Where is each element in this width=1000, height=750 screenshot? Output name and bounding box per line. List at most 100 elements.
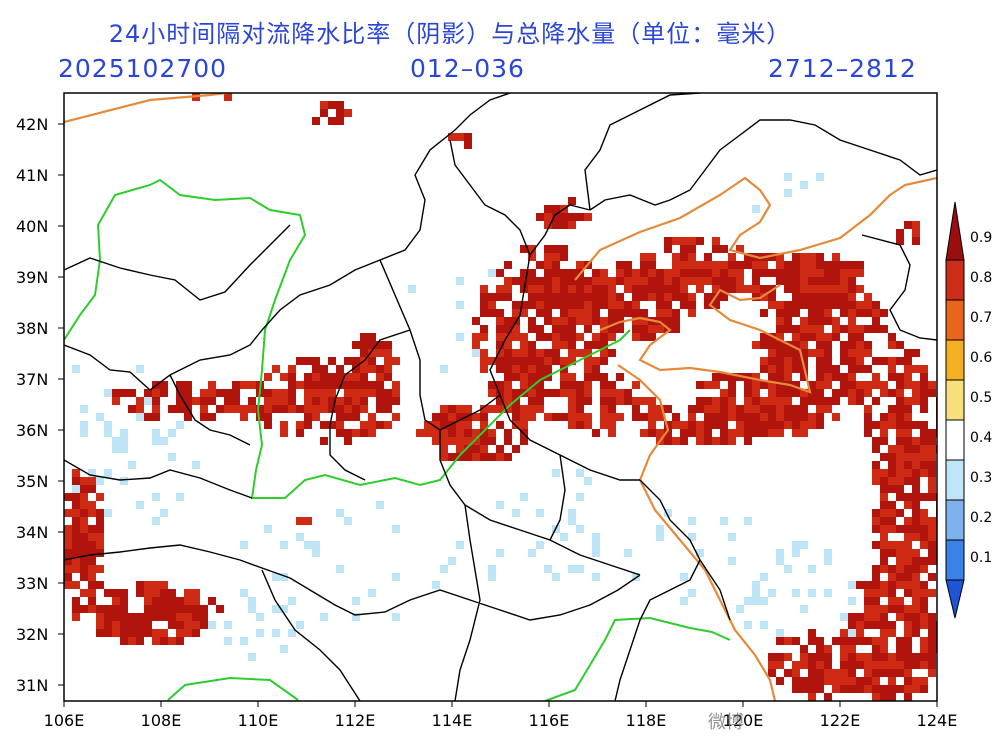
precip-cell [176, 605, 184, 613]
precip-cell [672, 437, 680, 445]
precip-cell [816, 421, 824, 429]
precip-cell [896, 685, 904, 693]
precip-cell [160, 381, 168, 389]
precip-cell [536, 285, 544, 293]
precip-cell [584, 365, 592, 373]
precip-cell [744, 397, 752, 405]
precip-cell [112, 605, 120, 613]
precip-cell [656, 413, 664, 421]
precip-cell [464, 421, 472, 429]
precip-cell [656, 405, 664, 413]
precip-cell [120, 445, 128, 453]
precip-cell [64, 565, 72, 573]
precip-cell [760, 357, 768, 365]
precip-cell [672, 237, 680, 245]
precip-cell [904, 349, 912, 357]
precip-cell [80, 493, 88, 501]
precip-cell [128, 389, 136, 397]
precip-cell [184, 397, 192, 405]
precip-cell [928, 461, 936, 469]
precip-cell [504, 437, 512, 445]
precip-cell [632, 397, 640, 405]
precip-cell [592, 341, 600, 349]
precip-cell [680, 253, 688, 261]
precip-cell [584, 477, 592, 485]
precip-cell [792, 541, 800, 549]
precip-cell [104, 629, 112, 637]
forecast-hours-label: 012–036 [410, 54, 525, 83]
precip-cell [664, 405, 672, 413]
precip-cell [880, 581, 888, 589]
precip-cell [584, 341, 592, 349]
precip-cell [792, 589, 800, 597]
precip-cell [872, 621, 880, 629]
precip-cell [888, 597, 896, 605]
precip-cell [392, 389, 400, 397]
precip-cell [144, 389, 152, 397]
precip-cell [136, 397, 144, 405]
precip-cell [776, 373, 784, 381]
precip-cell [824, 333, 832, 341]
precip-cell [888, 357, 896, 365]
precip-cell [840, 669, 848, 677]
precip-cell [344, 357, 352, 365]
precip-cell [528, 549, 536, 557]
precip-cell [760, 413, 768, 421]
precip-cell [528, 349, 536, 357]
precip-cell [880, 661, 888, 669]
precip-cell [176, 421, 184, 429]
precip-cell [512, 357, 520, 365]
precip-cell [64, 581, 72, 589]
precip-cell [920, 397, 928, 405]
precip-cell [256, 413, 264, 421]
precip-cell [912, 453, 920, 461]
precip-cell [848, 685, 856, 693]
precip-cell [664, 309, 672, 317]
precip-cell [224, 405, 232, 413]
precip-cell [568, 381, 576, 389]
precip-cell [832, 685, 840, 693]
precip-cell [680, 597, 688, 605]
precip-cell [920, 589, 928, 597]
precip-cell [784, 365, 792, 373]
precip-cell [528, 357, 536, 365]
precip-cell [880, 669, 888, 677]
precip-cell [64, 549, 72, 557]
precip-cell [360, 405, 368, 413]
precip-cell [640, 269, 648, 277]
precip-cell [584, 373, 592, 381]
precip-cell [872, 509, 880, 517]
map-title: 24小时间隔对流降水比率（阴影）与总降水量（单位：毫米） [108, 20, 792, 48]
precip-cell [376, 501, 384, 509]
precip-cell [872, 565, 880, 573]
precip-cell [600, 285, 608, 293]
precip-cell [648, 261, 656, 269]
precip-cell [656, 429, 664, 437]
precip-cell [696, 237, 704, 245]
precip-cell [376, 341, 384, 349]
precip-cell [264, 373, 272, 381]
precip-cell [888, 365, 896, 373]
precip-cell [104, 613, 112, 621]
precip-cell [896, 453, 904, 461]
precip-cell [384, 349, 392, 357]
precip-cell [560, 341, 568, 349]
precip-cell [824, 549, 832, 557]
precip-cell [648, 413, 656, 421]
precip-cell [176, 397, 184, 405]
precip-cell [888, 661, 896, 669]
precip-cell [160, 597, 168, 605]
precip-cell [672, 293, 680, 301]
precip-cell [896, 381, 904, 389]
precip-cell [520, 421, 528, 429]
precip-cell [576, 493, 584, 501]
precip-cell [336, 429, 344, 437]
precip-cell [880, 637, 888, 645]
precip-cell [104, 469, 112, 477]
precip-cell [88, 501, 96, 509]
precip-cell [568, 565, 576, 573]
precip-cell [904, 661, 912, 669]
precip-cell [736, 421, 744, 429]
precip-cell [536, 213, 544, 221]
precip-cell [816, 253, 824, 261]
